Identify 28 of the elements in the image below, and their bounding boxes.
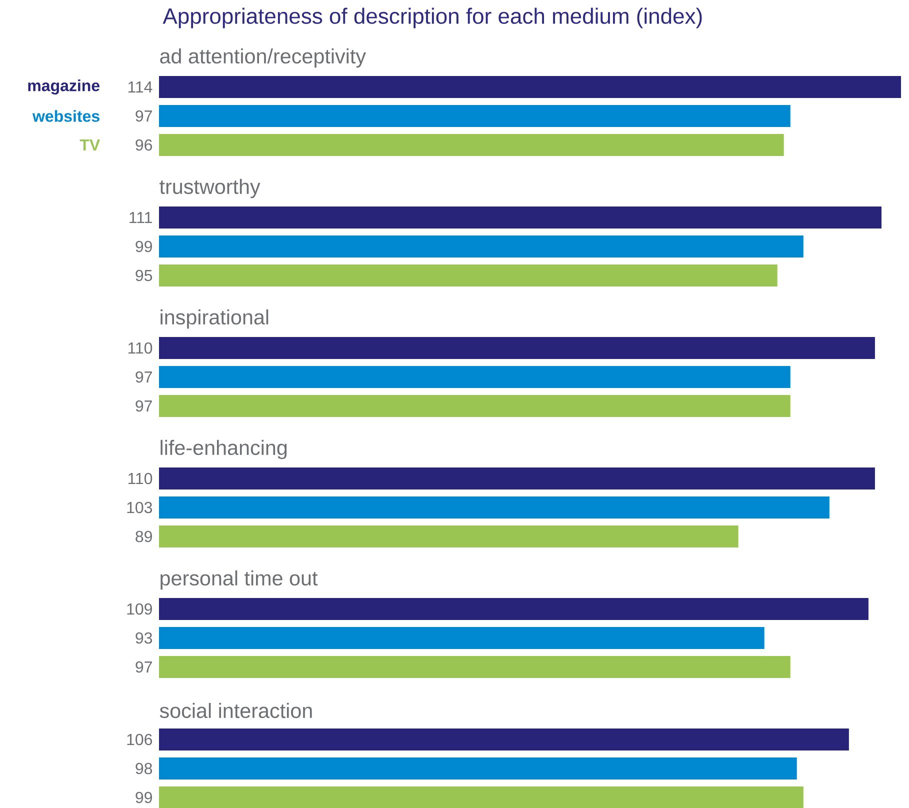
data-label: 110 <box>128 342 152 354</box>
data-label: 99 <box>136 792 152 804</box>
data-label: 103 <box>127 502 152 514</box>
y-tick-label: inspirational <box>160 309 268 329</box>
data-label: 109 <box>127 603 152 615</box>
data-label: 99 <box>136 240 152 252</box>
data-label: 97 <box>136 661 152 673</box>
data-label: 98 <box>136 762 152 774</box>
data-label: 114 <box>128 82 152 93</box>
data-label: 106 <box>127 734 152 746</box>
data-label: 89 <box>136 530 152 542</box>
y-tick-label: trustworthy <box>160 178 260 198</box>
text: websites <box>32 110 100 122</box>
data-label: 93 <box>136 632 152 644</box>
data-label: 95 <box>136 270 152 282</box>
data-label: 111 <box>130 212 152 224</box>
data-label: 110 <box>128 472 152 484</box>
y-tick-label: social interaction <box>160 702 312 718</box>
y-tick-label: life-enhancing <box>160 440 287 460</box>
data-label: 97 <box>136 400 152 412</box>
y-tick-label: ad attention/receptivity <box>160 48 366 68</box>
y-tick-label: personal time out <box>160 570 318 590</box>
data-label: 96 <box>136 139 152 151</box>
chart-title: Appropriateness of description for each medium (index) <box>162 8 702 28</box>
data-label: 97 <box>136 371 152 383</box>
text: magazine <box>28 80 100 94</box>
data-label: 97 <box>136 110 152 122</box>
text: TV <box>80 140 100 151</box>
